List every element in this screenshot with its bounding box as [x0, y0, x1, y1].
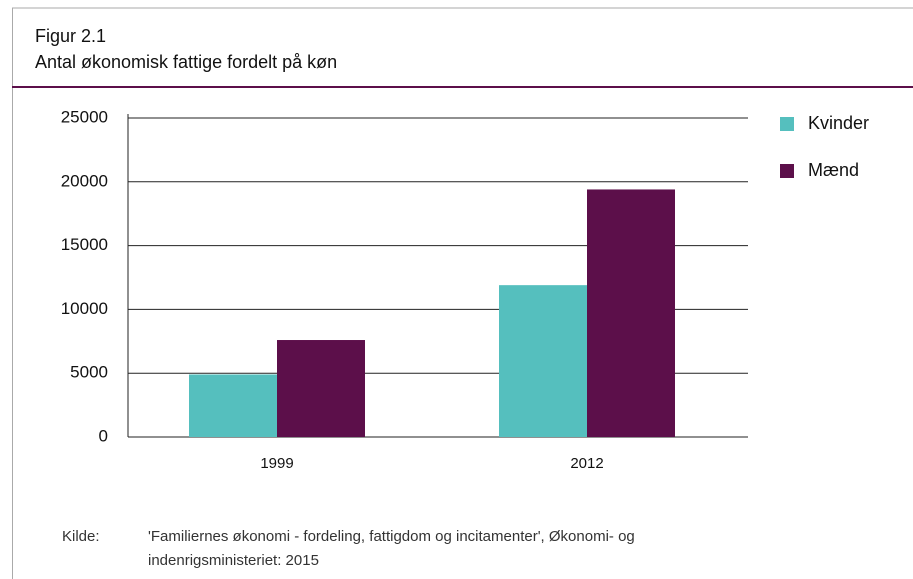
source: 'Familiernes økonomi - fordeling, fattig… [148, 528, 635, 569]
y-tick-label: 0 [99, 426, 108, 445]
legend-label: Mænd [808, 160, 859, 180]
x-tick-label: 1999 [260, 455, 293, 472]
y-tick-label: 10000 [61, 299, 108, 318]
y-tick-label: 15000 [61, 235, 108, 254]
legend-swatch [780, 117, 794, 131]
y-tick-label: 5000 [70, 363, 108, 382]
legend-swatch [780, 164, 794, 178]
y-tick-label: 20000 [61, 171, 108, 190]
bar [189, 374, 277, 437]
source-label: Kilde: [62, 528, 100, 545]
chart-subtitle: Antal økonomisk fattige fordelt på køn [35, 52, 337, 72]
x-tick-label: 2012 [570, 455, 603, 472]
bar [277, 340, 365, 437]
chart-title: Figur 2.1 [35, 26, 106, 46]
y-tick-label: 25000 [61, 107, 108, 126]
legend-label: Kvinder [808, 113, 869, 133]
bar [499, 285, 587, 437]
bar [587, 189, 675, 437]
